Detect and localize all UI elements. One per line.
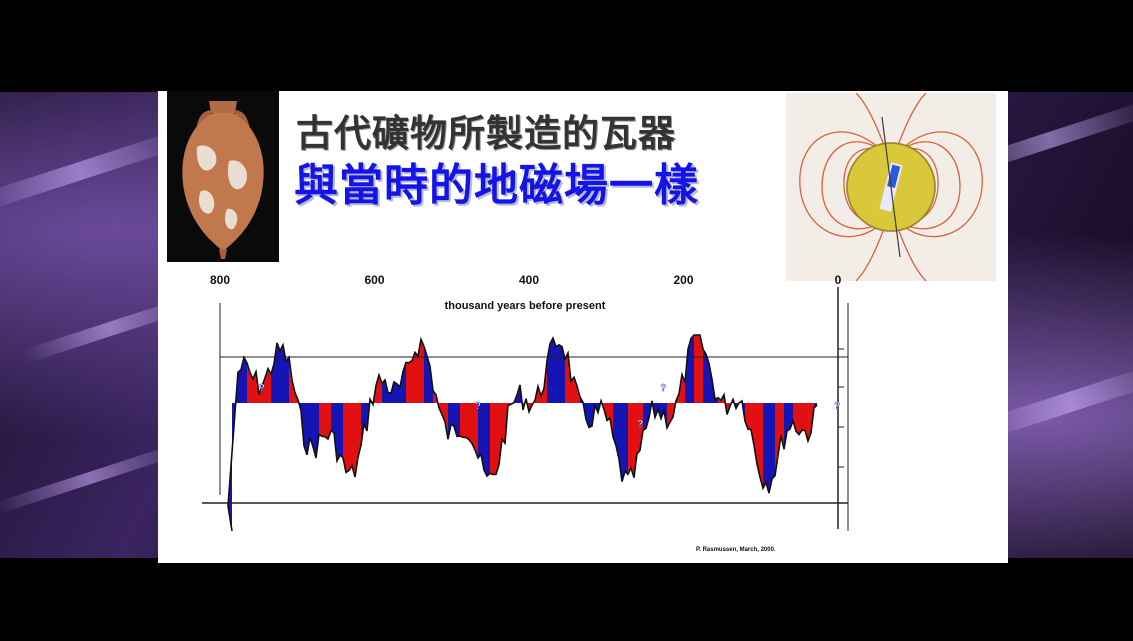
- x-axis-label: thousand years before present: [445, 300, 606, 312]
- reversed-polarity-band: [228, 357, 247, 531]
- normal-polarity-band: [694, 335, 703, 403]
- geomagnetic-reversal-chart: 800 600 400 200 0 thousand years before pres…: [202, 273, 849, 532]
- normal-polarity-band: [490, 403, 511, 475]
- earth-magnetic-field-illustration: [786, 93, 996, 281]
- normal-polarity-band: [628, 403, 643, 478]
- reversed-polarity-band: [547, 338, 565, 403]
- title-line-1: 古代礦物所製造的瓦器: [296, 111, 676, 155]
- question-mark: ?: [259, 383, 265, 394]
- normal-polarity-band: [460, 403, 478, 458]
- normal-polarity-band: [406, 339, 424, 403]
- x-tick-label-0: 0: [835, 273, 842, 287]
- question-mark: ?: [660, 383, 666, 394]
- normal-polarity-band: [319, 403, 331, 440]
- reversed-polarity-band: [448, 403, 460, 440]
- normal-polarity-band: [289, 357, 298, 403]
- normal-polarity-band: [433, 390, 448, 440]
- x-tick-label-200: 200: [673, 273, 693, 287]
- reversed-polarity-band: [478, 403, 490, 477]
- reversed-polarity-band: [613, 403, 628, 482]
- normal-polarity-band: [523, 360, 547, 412]
- x-tick-label-400: 400: [519, 273, 539, 287]
- intensity-curve: [227, 334, 818, 532]
- reversed-polarity-band: [331, 403, 343, 461]
- slide: 古代礦物所製造的瓦器 與當時的地磁場一樣 800 600 400 200 0 thous…: [158, 91, 1008, 563]
- question-mark: ?: [834, 401, 840, 412]
- reversed-polarity-band: [685, 335, 694, 403]
- question-mark: ?: [637, 419, 643, 430]
- reversed-polarity-band: [703, 349, 718, 403]
- amphora-vase-image: [167, 91, 279, 262]
- credit-text: P. Rasmussen, March, 2000.: [696, 547, 776, 553]
- question-mark: ?: [475, 401, 481, 412]
- reversed-polarity-band: [730, 399, 745, 422]
- normal-polarity-band: [247, 363, 271, 403]
- reversed-polarity-band: [424, 346, 433, 403]
- x-tick-label-800: 800: [210, 273, 230, 287]
- normal-polarity-band: [793, 403, 814, 441]
- reversed-polarity-band: [784, 403, 793, 450]
- reversed-polarity-band: [763, 403, 775, 494]
- normal-polarity-band: [343, 403, 361, 478]
- title-line-2: 與當時的地磁場一樣: [294, 160, 699, 211]
- reversed-polarity-band: [361, 399, 373, 446]
- reversed-polarity-band: [298, 399, 319, 459]
- x-tick-label-600: 600: [364, 273, 384, 287]
- normal-polarity-band: [373, 374, 382, 405]
- reversed-polarity-band: [580, 397, 601, 428]
